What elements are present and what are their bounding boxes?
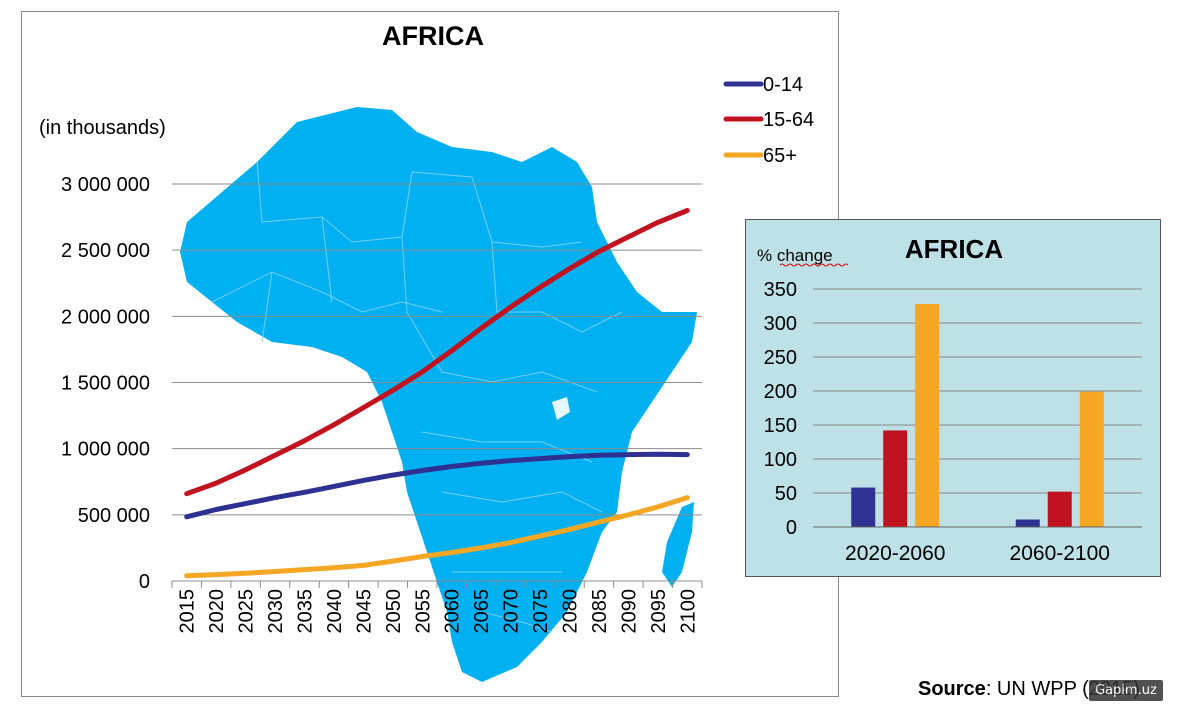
- legend-label-65-plus: 65+: [763, 145, 797, 167]
- inset-y-tick-label: 0: [786, 517, 797, 539]
- y-tick-label: 2 000 000: [61, 306, 150, 328]
- x-tick-label: 2020: [206, 589, 228, 634]
- y-tick-label: 2 500 000: [61, 240, 150, 262]
- bar-15-64-1: [1047, 491, 1072, 527]
- inset-y-tick-label: 300: [764, 313, 797, 335]
- series-line-65-plus: [184, 495, 690, 579]
- series-lines: [184, 208, 690, 579]
- legend-item-15-64: 15-64: [723, 109, 814, 131]
- source-label: Source: [918, 678, 986, 700]
- y-tick-label: 1 000 000: [61, 439, 150, 461]
- line-chart: AFRICA (in thousands) 0 500 000 1 000 000 1…: [39, 21, 814, 682]
- bar-chart: AFRICA % change 0 50 100 150 200 250 300 350 20…: [757, 234, 1142, 565]
- x-tick-label: 2040: [324, 589, 346, 634]
- legend-label-15-64: 15-64: [763, 109, 814, 131]
- inset-x-tick-label: 2060-2100: [1010, 542, 1110, 565]
- country-borders: [211, 161, 623, 633]
- inset-x-tick-label: 2020-2060: [845, 542, 945, 565]
- y-tick-labels: 0 500 000 1 000 000 1 500 000 2 000 000 2 500…: [61, 174, 150, 593]
- bar-65-plus-0: [915, 303, 940, 527]
- spellcheck-underline: [779, 263, 849, 267]
- x-tick-label: 2065: [471, 589, 493, 634]
- x-tick-label: 2070: [501, 589, 523, 634]
- watermark: Gapim.uz: [1089, 680, 1163, 701]
- inset-y-tick-label: 150: [764, 415, 797, 437]
- legend-item-65-plus: 65+: [723, 145, 797, 167]
- bar-65-plus-1: [1079, 391, 1104, 527]
- x-tick-label: 2075: [530, 589, 552, 634]
- x-tick-label: 2095: [648, 589, 670, 634]
- bar-0-14-0: [851, 487, 876, 527]
- bar-15-64-0: [883, 430, 908, 527]
- legend: 0-14 15-64 65+: [723, 74, 814, 167]
- inset-y-tick-label: 250: [764, 347, 797, 369]
- x-tick-label: 2050: [383, 589, 405, 634]
- x-tick-label: 2025: [236, 589, 258, 634]
- y-tick-label: 500 000: [78, 505, 150, 527]
- x-tick-labels: 2015 2020 2025 2030 2035 2040 2045 2050 2055 2060…: [171, 581, 703, 634]
- y-tick-label: 1 500 000: [61, 373, 150, 395]
- y-tick-label: 0: [139, 571, 150, 593]
- legend-label-0-14: 0-14: [763, 74, 803, 96]
- series-line-15-64: [184, 208, 690, 497]
- madagascar-shape: [662, 502, 694, 587]
- lake-victoria-shape: [552, 397, 570, 420]
- inset-y-tick-label: 50: [775, 483, 797, 505]
- bar-0-14-1: [1015, 519, 1040, 527]
- series-line-0-14: [184, 451, 690, 520]
- x-tick-label: 2100: [677, 589, 699, 634]
- inset-bars: [851, 303, 1104, 527]
- inset-chart-panel: AFRICA % change 0 50 100 150 200 250 300 350 20…: [745, 219, 1161, 577]
- africa-map-icon: [180, 107, 697, 682]
- inset-y-axis-label: % change: [757, 246, 833, 265]
- legend-item-0-14: 0-14: [723, 74, 803, 96]
- x-tick-label: 2030: [265, 589, 287, 634]
- africa-map-shape: [180, 107, 697, 682]
- inset-chart-title: AFRICA: [905, 234, 1003, 264]
- x-tick-label: 2085: [589, 589, 611, 634]
- x-tick-label: 2035: [295, 589, 317, 634]
- x-tick-label: 2055: [412, 589, 434, 634]
- x-tick-label: 2090: [618, 589, 640, 634]
- chart-title: AFRICA: [382, 21, 484, 51]
- main-chart-panel: AFRICA (in thousands) 0 500 000 1 000 000 1…: [21, 11, 839, 697]
- inset-x-tick-labels: 2020-2060 2060-2100: [813, 526, 1142, 565]
- y-tick-label: 3 000 000: [61, 174, 150, 196]
- inset-y-tick-label: 200: [764, 381, 797, 403]
- inset-y-tick-label: 350: [764, 279, 797, 301]
- x-tick-label: 2060: [442, 589, 464, 634]
- x-tick-label: 2080: [560, 589, 582, 634]
- inset-y-tick-label: 100: [764, 449, 797, 471]
- inset-y-tick-labels: 0 50 100 150 200 250 300 350: [764, 279, 797, 539]
- y-axis-label: (in thousands): [39, 117, 166, 139]
- x-tick-label: 2015: [177, 589, 199, 634]
- x-tick-label: 2045: [353, 589, 375, 634]
